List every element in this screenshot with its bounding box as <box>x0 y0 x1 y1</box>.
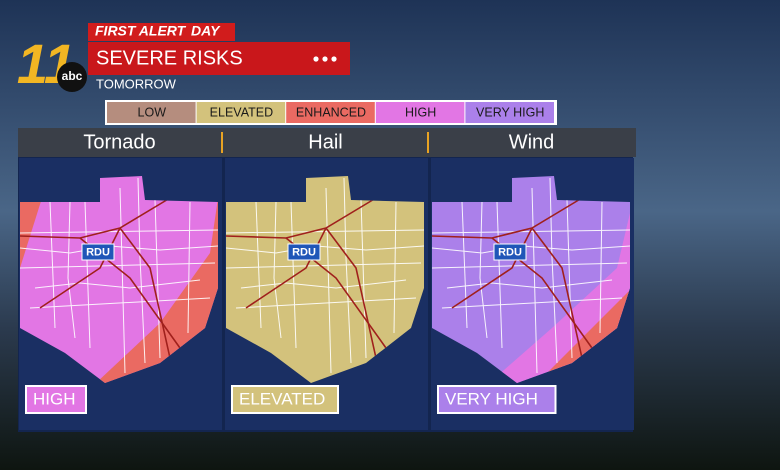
tag-day: DAY <box>191 23 221 39</box>
legend-label: ELEVATED <box>210 105 273 119</box>
panel-header <box>224 128 430 157</box>
panels: Tornado RDU HIGH Hail RDU ELEVATED Wind RDU VERY… <box>18 128 636 430</box>
panel-title: Hail <box>308 131 342 153</box>
legend-swatch <box>465 102 554 123</box>
risk-label: VERY HIGH <box>445 389 538 408</box>
tag: FIRST ALERT <box>95 23 187 39</box>
subtitle: TOMORROW <box>96 76 177 91</box>
logo-circle <box>57 62 87 92</box>
legend-label: ENHANCED <box>296 105 366 119</box>
legend-swatch <box>196 102 286 123</box>
risk-label: HIGH <box>33 389 76 408</box>
panel-header <box>18 128 224 157</box>
city-label: RDU <box>292 246 316 258</box>
city-box <box>81 243 115 261</box>
title: SEVERE RISKS <box>96 47 243 69</box>
legend-swatch <box>375 102 465 123</box>
menu-dots <box>313 56 337 62</box>
city-label: RDU <box>498 246 522 258</box>
title-bg <box>88 42 350 75</box>
legend: LOW ELEVATED ENHANCED HIGH VERY HIGH <box>105 100 557 125</box>
city-box <box>493 243 527 261</box>
risk-badge <box>25 385 87 414</box>
risk-badge <box>437 385 557 414</box>
tag-bg <box>88 23 235 41</box>
panel-title: Tornado <box>83 131 155 153</box>
legend-swatch <box>286 102 375 123</box>
legend-label: VERY HIGH <box>476 105 544 119</box>
risk-label: ELEVATED <box>239 389 325 408</box>
panel-title: Wind <box>509 131 555 153</box>
logo-network: abc <box>62 69 83 83</box>
legend-label: LOW <box>138 105 167 119</box>
risk-badge <box>231 385 339 414</box>
legend-label: HIGH <box>405 105 436 119</box>
city-box <box>287 243 321 261</box>
legend-swatch <box>107 102 196 123</box>
state-map: RDU <box>226 176 424 383</box>
city-label: RDU <box>86 246 110 258</box>
panel-header <box>430 128 636 157</box>
